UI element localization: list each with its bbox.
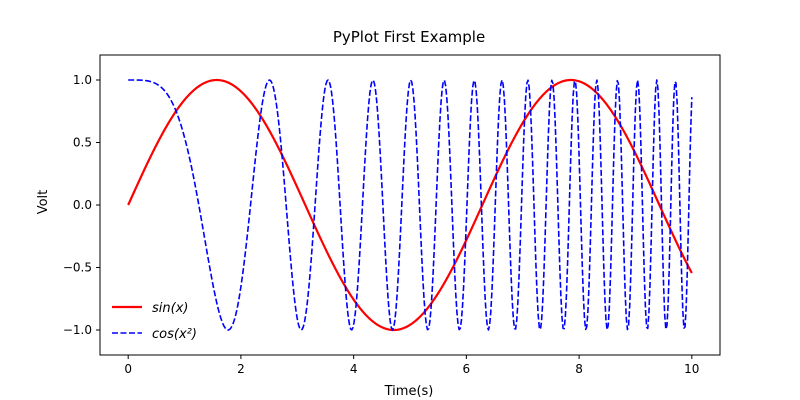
y-tick-label: 0.0 <box>73 198 92 212</box>
x-tick-label: 4 <box>350 362 358 376</box>
y-tick-label: 0.5 <box>73 136 92 150</box>
y-axis: −1.0 −0.5 0.0 0.5 1.0 <box>63 73 100 337</box>
legend-label: cos(x²) <box>152 327 197 342</box>
y-tick-label: −0.5 <box>63 261 92 275</box>
chart-title: PyPlot First Example <box>333 28 485 46</box>
plot-frame <box>99 54 721 356</box>
series-line-cos <box>128 79 693 331</box>
legend: sin(x) cos(x²) <box>112 301 197 342</box>
y-tick-label: 1.0 <box>73 73 92 87</box>
x-tick-label: 10 <box>684 362 699 376</box>
x-tick-label: 8 <box>575 362 583 376</box>
x-axis: 0 2 4 6 8 10 <box>124 355 699 376</box>
legend-label: sin(x) <box>152 301 188 316</box>
x-tick-label: 2 <box>237 362 245 376</box>
plot-area <box>127 78 693 332</box>
x-tick-label: 6 <box>463 362 471 376</box>
axes-frame <box>99 54 721 356</box>
y-tick-label: −1.0 <box>63 323 92 337</box>
series-line-sin <box>127 78 693 332</box>
x-axis-label: Time(s) <box>384 384 434 399</box>
x-tick-label: 0 <box>124 362 132 376</box>
y-axis-label: Volt <box>36 190 51 215</box>
